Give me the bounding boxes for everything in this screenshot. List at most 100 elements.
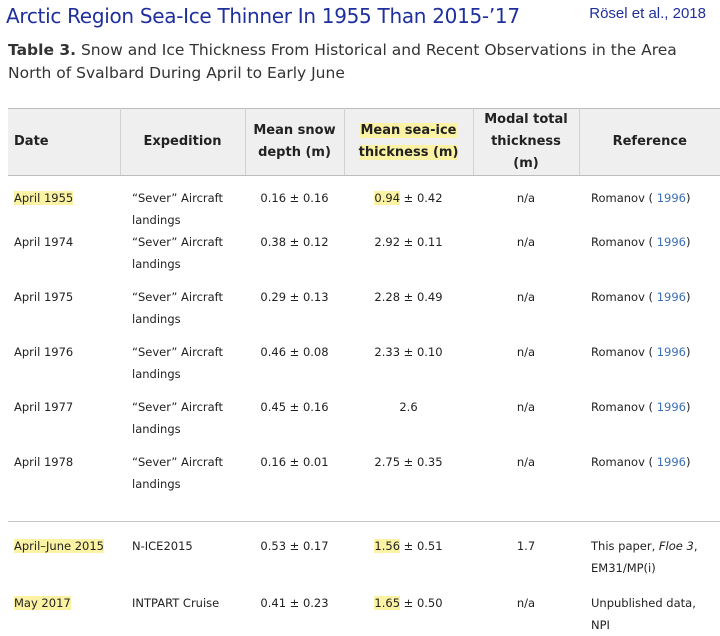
table-header-row: Date Expedition Mean snow depth (m) Mean …: [8, 108, 720, 176]
table-row: April–June 2015 N-ICE2015 0.53 ± 0.17 1.56 …: [8, 521, 720, 579]
expedition-line2: landings: [132, 367, 181, 381]
header-ice-line2: thickness (m): [358, 145, 459, 160]
date-text: April 1955: [14, 191, 74, 205]
table-row: April 1976 “Sever” Aircraft landings 0.46 ±…: [8, 341, 720, 396]
expedition-line2: landings: [132, 213, 181, 227]
caption-text: Snow and Ice Thickness From Historical a…: [8, 41, 677, 82]
header-modal-line2: thickness (m): [491, 134, 561, 171]
cell-reference: This paper, Floe 3, EM31/MP(i): [579, 521, 720, 579]
reference-close: ): [685, 235, 691, 249]
date-text: April 1976: [14, 345, 74, 359]
date-text: May 2017: [14, 596, 71, 610]
header-snow-depth: Mean snow depth (m): [245, 108, 345, 176]
cell-expedition: “Sever” Aircraft landings: [120, 396, 245, 451]
reference-year-link[interactable]: 1996: [653, 290, 686, 304]
expedition-line2: landings: [132, 422, 181, 436]
header-snow-line2: depth (m): [258, 145, 331, 160]
cell-ice-thickness: 2.33 ± 0.10: [344, 341, 473, 396]
cell-expedition: “Sever” Aircraft landings: [120, 176, 245, 232]
cell-ice-thickness: 1.65 ± 0.50: [344, 579, 473, 636]
header-snow-line1: Mean snow: [253, 123, 336, 138]
reference-name: Romanov (: [591, 400, 654, 414]
banner-title: Arctic Region Sea-Ice Thinner In 1955 Th…: [6, 4, 520, 28]
row-gap: [8, 506, 720, 522]
thickness-table: Date Expedition Mean snow depth (m) Mean …: [8, 108, 720, 636]
table-row: April 1974 “Sever” Aircraft landings 0.38 ±…: [8, 231, 720, 286]
reference-line1: This paper,: [591, 539, 659, 553]
reference-name: Romanov (: [591, 455, 654, 469]
cell-expedition: “Sever” Aircraft landings: [120, 451, 245, 506]
cell-date: April 1955: [8, 176, 120, 232]
reference-close: ): [685, 191, 691, 205]
expedition-line1: “Sever” Aircraft: [132, 235, 224, 249]
reference-year-link[interactable]: 1996: [653, 235, 686, 249]
expedition-line1: “Sever” Aircraft: [132, 290, 224, 304]
ice-value: 1.65: [374, 596, 401, 610]
expedition-line1: “Sever” Aircraft: [132, 400, 224, 414]
cell-snow-depth: 0.16 ± 0.01: [260, 455, 329, 469]
reference-line1-end: ,: [693, 539, 698, 553]
cell-reference: Romanov ( 1996): [579, 341, 720, 396]
ice-value: 2.28: [374, 290, 401, 304]
reference-close: ): [685, 455, 691, 469]
cell-ice-thickness: 2.6: [344, 396, 473, 451]
cell-modal-thickness: n/a: [516, 400, 536, 414]
cell-modal-thickness: n/a: [516, 235, 536, 249]
date-text: April 1975: [14, 290, 74, 304]
reference-close: ): [685, 400, 691, 414]
cell-snow-depth: 0.46 ± 0.08: [260, 345, 329, 359]
reference-close: ): [685, 290, 691, 304]
reference-year-link[interactable]: 1996: [653, 455, 686, 469]
expedition-line2: landings: [132, 312, 181, 326]
cell-modal-thickness: n/a: [516, 455, 536, 469]
cell-date: April 1977: [8, 396, 120, 451]
expedition-line1: N-ICE2015: [132, 539, 193, 553]
reference-name: Romanov (: [591, 191, 654, 205]
cell-expedition: INTPART Cruise: [120, 579, 245, 636]
cell-snow-depth: 0.53 ± 0.17: [245, 521, 344, 579]
reference-year-link[interactable]: 1996: [653, 345, 686, 359]
ice-value: 0.94: [374, 191, 401, 205]
table-row: April 1955 “Sever” Aircraft landings 0.16 ±…: [8, 176, 720, 232]
cell-reference: Romanov ( 1996): [579, 286, 720, 341]
banner-citation: Rösel et al., 2018: [589, 5, 706, 22]
cell-expedition: “Sever” Aircraft landings: [120, 341, 245, 396]
cell-reference: Romanov ( 1996): [579, 231, 720, 286]
ice-error: ± 0.51: [400, 539, 443, 553]
cell-reference: Romanov ( 1996): [579, 176, 720, 232]
caption-label: Table 3.: [8, 41, 77, 59]
reference-year-link[interactable]: 1996: [653, 191, 686, 205]
ice-error: ± 0.42: [400, 191, 443, 205]
ice-error: ± 0.11: [400, 235, 443, 249]
ice-error: ± 0.10: [400, 345, 443, 359]
cell-date: April 1975: [8, 286, 120, 341]
reference-line2: NPI: [591, 618, 610, 632]
ice-value: 2.6: [399, 400, 418, 414]
ice-value: 2.33: [374, 345, 401, 359]
cell-reference: Romanov ( 1996): [579, 396, 720, 451]
header-modal-thickness: Modal total thickness (m): [473, 108, 580, 176]
cell-ice-thickness: 2.92 ± 0.11: [344, 231, 473, 286]
date-text: April 1978: [14, 455, 74, 469]
reference-name: Romanov (: [591, 290, 654, 304]
cell-snow-depth: 0.41 ± 0.23: [260, 596, 329, 610]
header-ice-line1: Mean sea-ice: [360, 123, 457, 138]
header-reference: Reference: [579, 108, 720, 176]
ice-error: ± 0.35: [400, 455, 443, 469]
cell-expedition: “Sever” Aircraft landings: [120, 286, 245, 341]
cell-snow-depth: 0.38 ± 0.12: [260, 235, 329, 249]
reference-line2: EM31/MP(i): [591, 561, 656, 575]
ice-value: 2.92: [374, 235, 401, 249]
cell-modal-thickness: n/a: [516, 596, 536, 610]
cell-modal-thickness: n/a: [516, 345, 536, 359]
cell-date: April 1978: [8, 451, 120, 506]
expedition-line2: landings: [132, 257, 181, 271]
reference-year-link[interactable]: 1996: [653, 400, 686, 414]
cell-snow-depth: 0.45 ± 0.16: [260, 400, 329, 414]
cell-expedition: N-ICE2015: [120, 521, 245, 579]
cell-reference: Romanov ( 1996): [579, 451, 720, 506]
reference-name: Romanov (: [591, 235, 654, 249]
expedition-line1: “Sever” Aircraft: [132, 345, 224, 359]
cell-ice-thickness: 0.94 ± 0.42: [344, 176, 473, 232]
table-caption: Table 3. Snow and Ice Thickness From His…: [8, 39, 713, 85]
